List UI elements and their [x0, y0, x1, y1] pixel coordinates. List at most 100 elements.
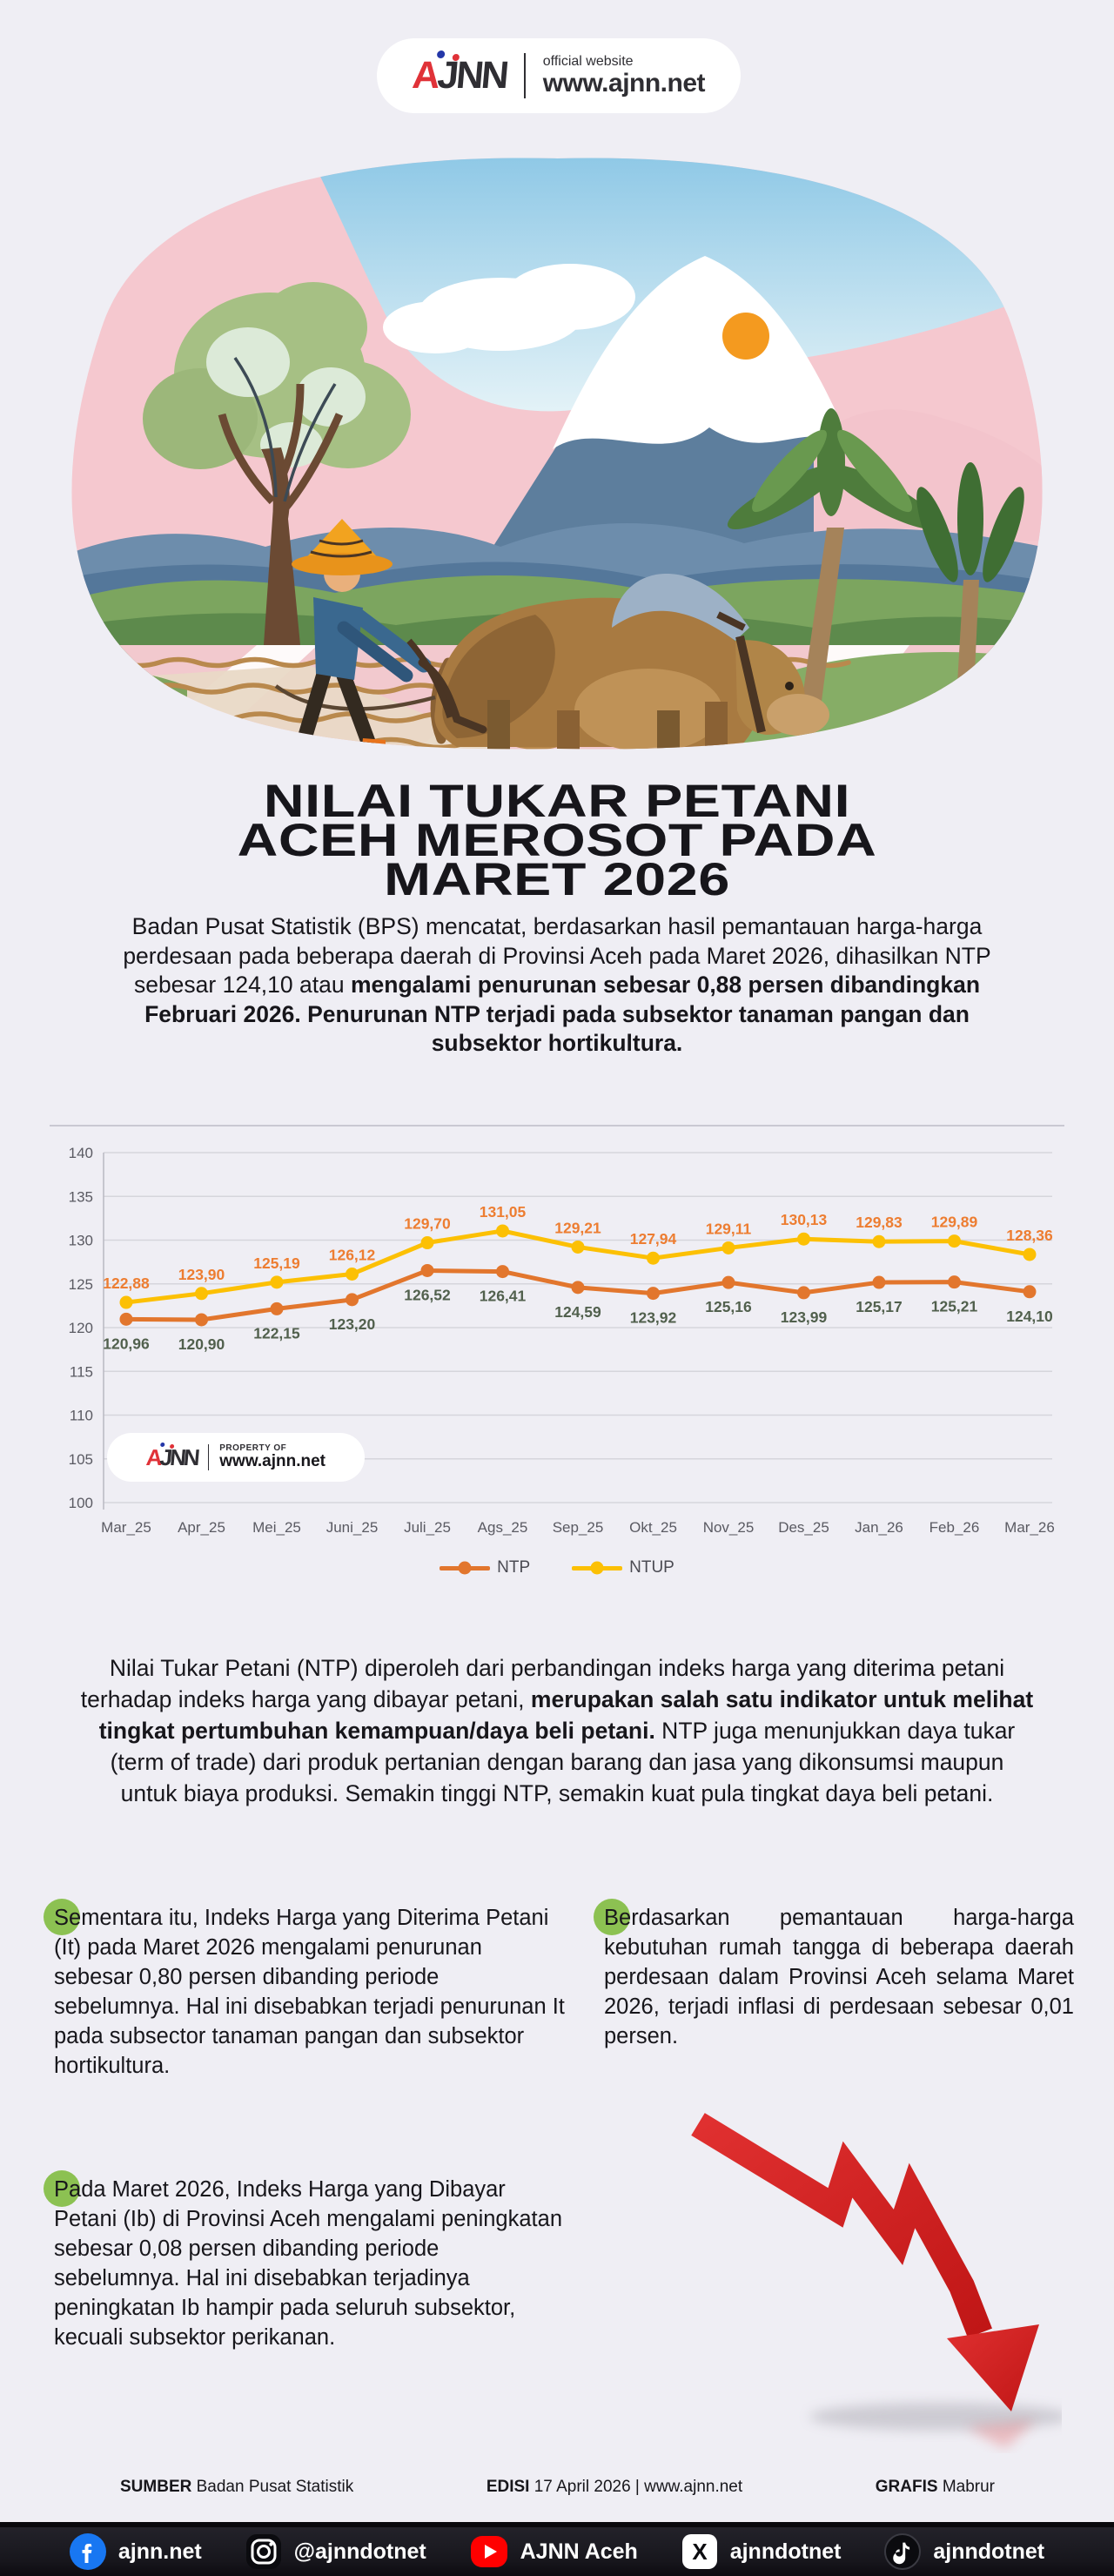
svg-text:129,70: 129,70	[404, 1215, 451, 1233]
x-icon: X	[681, 2534, 717, 2569]
svg-text:Des_25: Des_25	[778, 1519, 829, 1536]
title-line-1: NILAI TUKAR PETANI	[263, 776, 851, 827]
svg-text:Juni_25: Juni_25	[326, 1519, 379, 1536]
svg-text:Ags_25: Ags_25	[478, 1519, 528, 1536]
svg-text:100: 100	[69, 1495, 93, 1511]
ajnn-logo: AJNN	[411, 50, 508, 97]
svg-text:Nov_25: Nov_25	[703, 1519, 755, 1536]
intro-paragraph: Badan Pusat Statistik (BPS) mencatat, be…	[100, 912, 1014, 1059]
ntp-ntup-line-chart: 100 105 110 115 120 125 130 135 140 Mar_25 Apr_25 M…	[50, 1125, 1064, 1599]
watermark-site: www.ajnn.net	[219, 1452, 326, 1471]
svg-text:122,15: 122,15	[253, 1324, 300, 1342]
social-bar: ajnn.net @ajnndotnet AJNN Aceh X ajnndo	[0, 2522, 1114, 2576]
social-instagram[interactable]: @ajnndotnet	[245, 2533, 426, 2570]
svg-text:110: 110	[70, 1408, 93, 1424]
credit-source: SUMBER Badan Pusat Statistik	[120, 2478, 354, 2496]
intro-bold-text: mengalami penurunan sebesar 0,88 persen …	[144, 972, 981, 1056]
header-tagline: official website	[542, 53, 634, 69]
svg-text:129,89: 129,89	[931, 1214, 978, 1231]
ajnn-logo-small: AJNN	[144, 1443, 199, 1470]
svg-text:123,92: 123,92	[630, 1309, 677, 1327]
social-youtube[interactable]: AJNN Aceh	[470, 2533, 638, 2570]
svg-text:135: 135	[69, 1188, 93, 1205]
social-facebook[interactable]: ajnn.net	[69, 2533, 202, 2570]
svg-text:130: 130	[69, 1233, 93, 1249]
definition-paragraph: Nilai Tukar Petani (NTP) diperoleh dari …	[80, 1652, 1034, 1809]
definition-part2: NTP juga menunjukkan daya tukar (term of…	[110, 1718, 1016, 1806]
watermark-label: PROPERTY OF	[219, 1443, 287, 1454]
farm-illustration	[71, 158, 1043, 750]
facebook-icon	[69, 2533, 106, 2570]
svg-text:126,12: 126,12	[329, 1246, 376, 1263]
definition-part1: Nilai Tukar Petani (NTP) diperoleh dari …	[80, 1655, 1005, 1712]
green-bullet-icon	[594, 1899, 630, 1935]
cloud	[383, 264, 635, 353]
svg-text:Sep_25: Sep_25	[553, 1519, 604, 1536]
header-site-url[interactable]: www.ajnn.net	[542, 69, 706, 98]
header-divider	[523, 53, 526, 98]
credit-graphic: GRAFIS Mabrur	[875, 2478, 995, 2496]
svg-text:Okt_25: Okt_25	[629, 1519, 677, 1536]
svg-text:Mar_25: Mar_25	[101, 1519, 151, 1536]
svg-text:123,90: 123,90	[178, 1266, 225, 1283]
page-title: NILAI TUKAR PETANI ACEH MEROSOT PADA MAR…	[0, 776, 1114, 905]
svg-text:125,21: 125,21	[931, 1298, 978, 1315]
bullet-it-decline: Sementara itu, Indeks Harga yang Diterim…	[44, 1899, 566, 2081]
svg-text:122,88: 122,88	[103, 1275, 150, 1292]
downward-trend-arrow-icon	[691, 2113, 1062, 2449]
tiktok-icon	[884, 2533, 922, 2570]
social-x[interactable]: X ajnndotnet	[681, 2533, 841, 2570]
svg-text:128,36: 128,36	[1006, 1227, 1053, 1244]
chart-legend: NTP NTUP	[50, 1558, 1064, 1577]
watermark-divider	[207, 1444, 210, 1470]
sun	[722, 313, 769, 360]
svg-text:Feb_26: Feb_26	[929, 1519, 980, 1536]
legend-item-NTUP: NTUP	[572, 1558, 674, 1577]
svg-text:140: 140	[69, 1145, 93, 1161]
svg-text:125,19: 125,19	[253, 1254, 300, 1272]
svg-text:126,52: 126,52	[404, 1286, 451, 1303]
svg-text:115: 115	[70, 1363, 93, 1380]
svg-text:123,20: 123,20	[329, 1315, 376, 1333]
header-logo-pill: AJNN official website www.ajnn.net	[377, 38, 741, 113]
buffalo-illustration	[274, 573, 829, 750]
svg-text:120,90: 120,90	[178, 1335, 225, 1353]
svg-text:123,99: 123,99	[781, 1308, 828, 1326]
legend-item-NTP: NTP	[440, 1558, 530, 1577]
svg-text:125: 125	[69, 1276, 93, 1293]
svg-text:125,16: 125,16	[705, 1298, 752, 1315]
svg-text:105: 105	[69, 1451, 93, 1468]
svg-text:Mei_25: Mei_25	[252, 1519, 301, 1536]
svg-text:Apr_25: Apr_25	[178, 1519, 225, 1536]
intro-normal-text: Badan Pusat Statistik (BPS) mencatat, be…	[123, 913, 991, 998]
green-bullet-icon	[44, 2170, 80, 2207]
svg-text:X: X	[692, 2539, 708, 2565]
green-bullet-icon	[44, 1899, 80, 1935]
tree	[143, 282, 411, 645]
svg-text:Mar_26: Mar_26	[1004, 1519, 1055, 1536]
svg-text:129,83: 129,83	[856, 1214, 903, 1231]
chart-watermark: AJNN PROPERTY OF www.ajnn.net	[107, 1433, 365, 1482]
youtube-icon	[470, 2536, 507, 2567]
svg-text:126,41: 126,41	[480, 1288, 527, 1305]
svg-text:Juli_25: Juli_25	[404, 1519, 451, 1536]
svg-text:129,21: 129,21	[554, 1219, 601, 1236]
title-line-3: MARET 2026	[384, 854, 730, 905]
social-tiktok[interactable]: ajnndotnet	[884, 2533, 1044, 2570]
svg-text:125,17: 125,17	[856, 1298, 903, 1315]
svg-text:131,05: 131,05	[480, 1203, 527, 1221]
credits-row: SUMBER Badan Pusat Statistik EDISI 17 Ap…	[120, 2478, 995, 2497]
title-line-2: ACEH MEROSOT PADA	[237, 815, 877, 866]
svg-text:127,94: 127,94	[630, 1230, 677, 1248]
bullet-ib-increase: Pada Maret 2026, Indeks Harga yang Dibay…	[44, 2170, 566, 2352]
svg-text:130,13: 130,13	[781, 1211, 828, 1228]
svg-text:120,96: 120,96	[103, 1335, 150, 1352]
svg-text:Jan_26: Jan_26	[855, 1519, 903, 1536]
svg-text:124,59: 124,59	[554, 1303, 601, 1321]
bullet-rural-inflation: Berdasarkan pemantauan harga-harga kebut…	[594, 1899, 1074, 2051]
definition-bold: merupakan salah satu indikator untuk mel…	[98, 1686, 1034, 1744]
svg-text:120: 120	[69, 1320, 93, 1336]
farmer-illustration	[292, 519, 487, 750]
svg-text:124,10: 124,10	[1006, 1308, 1053, 1325]
